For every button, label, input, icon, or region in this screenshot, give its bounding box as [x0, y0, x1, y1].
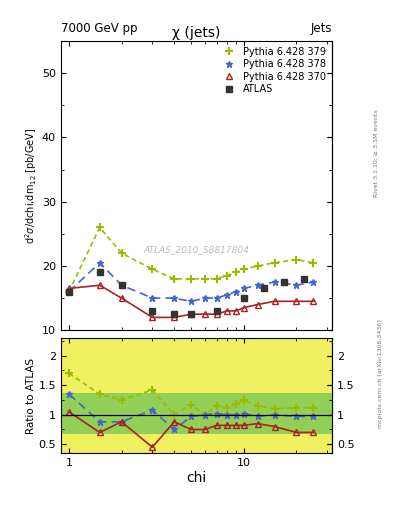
- Pythia 6.428 379: [233, 269, 238, 275]
- Pythia 6.428 379: [172, 276, 176, 282]
- Pythia 6.428 379: [311, 260, 316, 266]
- ATLAS: [119, 282, 124, 288]
- Pythia 6.428 379: [214, 276, 219, 282]
- Pythia 6.428 378: [255, 282, 260, 288]
- X-axis label: chi: chi: [186, 471, 207, 485]
- Bar: [61, 393, 332, 434]
- Bar: [61, 338, 332, 453]
- Pythia 6.428 379: [224, 272, 229, 279]
- Text: ATLAS_2010_S8817804: ATLAS_2010_S8817804: [143, 245, 250, 254]
- Pythia 6.428 370: [255, 302, 260, 308]
- Pythia 6.428 378: [241, 285, 246, 291]
- ATLAS: [189, 311, 193, 317]
- Pythia 6.428 370: [224, 308, 229, 314]
- Pythia 6.428 378: [203, 295, 208, 301]
- ATLAS: [301, 276, 306, 282]
- Pythia 6.428 378: [224, 292, 229, 298]
- Pythia 6.428 370: [189, 311, 193, 317]
- ATLAS: [261, 285, 266, 291]
- ATLAS: [214, 308, 219, 314]
- ATLAS: [282, 279, 286, 285]
- Pythia 6.428 378: [66, 289, 71, 295]
- Pythia 6.428 379: [189, 276, 193, 282]
- Text: Rivet 3.1.10; ≥ 3.1M events: Rivet 3.1.10; ≥ 3.1M events: [374, 110, 379, 198]
- Pythia 6.428 379: [294, 257, 299, 263]
- Pythia 6.428 370: [311, 298, 316, 304]
- Line: Pythia 6.428 370: Pythia 6.428 370: [66, 282, 317, 321]
- Legend: Pythia 6.428 379, Pythia 6.428 378, Pythia 6.428 370, ATLAS: Pythia 6.428 379, Pythia 6.428 378, Pyth…: [215, 44, 329, 97]
- Text: 7000 GeV pp: 7000 GeV pp: [61, 22, 138, 35]
- Pythia 6.428 370: [172, 314, 176, 321]
- Pythia 6.428 378: [294, 282, 299, 288]
- Pythia 6.428 379: [255, 263, 260, 269]
- Pythia 6.428 379: [150, 266, 155, 272]
- Pythia 6.428 370: [203, 311, 208, 317]
- Title: χ (jets): χ (jets): [172, 26, 221, 40]
- Y-axis label: d$^2\sigma$/dchi,dm$_{12}$ [pb/GeV]: d$^2\sigma$/dchi,dm$_{12}$ [pb/GeV]: [23, 127, 39, 244]
- Pythia 6.428 378: [214, 295, 219, 301]
- Pythia 6.428 379: [241, 266, 246, 272]
- Line: Pythia 6.428 379: Pythia 6.428 379: [65, 223, 318, 296]
- Text: mcplots.cern.ch [arXiv:1306.3436]: mcplots.cern.ch [arXiv:1306.3436]: [378, 319, 383, 428]
- Pythia 6.428 379: [119, 250, 124, 256]
- ATLAS: [66, 289, 71, 295]
- Pythia 6.428 370: [233, 308, 238, 314]
- Pythia 6.428 370: [272, 298, 277, 304]
- Pythia 6.428 370: [294, 298, 299, 304]
- Pythia 6.428 378: [150, 295, 155, 301]
- ATLAS: [172, 311, 176, 317]
- ATLAS: [97, 269, 102, 275]
- Pythia 6.428 379: [66, 289, 71, 295]
- Pythia 6.428 378: [233, 289, 238, 295]
- Pythia 6.428 370: [97, 282, 102, 288]
- Text: Jets: Jets: [310, 22, 332, 35]
- ATLAS: [241, 295, 246, 301]
- ATLAS: [150, 308, 155, 314]
- Line: ATLAS: ATLAS: [66, 269, 307, 317]
- Pythia 6.428 379: [203, 276, 208, 282]
- Pythia 6.428 378: [119, 282, 124, 288]
- Pythia 6.428 370: [241, 305, 246, 311]
- Line: Pythia 6.428 378: Pythia 6.428 378: [66, 259, 317, 305]
- Pythia 6.428 370: [150, 314, 155, 321]
- Pythia 6.428 378: [311, 279, 316, 285]
- Pythia 6.428 378: [172, 295, 176, 301]
- Pythia 6.428 379: [97, 224, 102, 230]
- Pythia 6.428 379: [272, 260, 277, 266]
- Pythia 6.428 378: [97, 260, 102, 266]
- Pythia 6.428 370: [214, 311, 219, 317]
- Pythia 6.428 370: [66, 285, 71, 291]
- Y-axis label: Ratio to ATLAS: Ratio to ATLAS: [26, 357, 36, 434]
- Pythia 6.428 378: [189, 298, 193, 304]
- Pythia 6.428 378: [272, 279, 277, 285]
- Pythia 6.428 370: [119, 295, 124, 301]
